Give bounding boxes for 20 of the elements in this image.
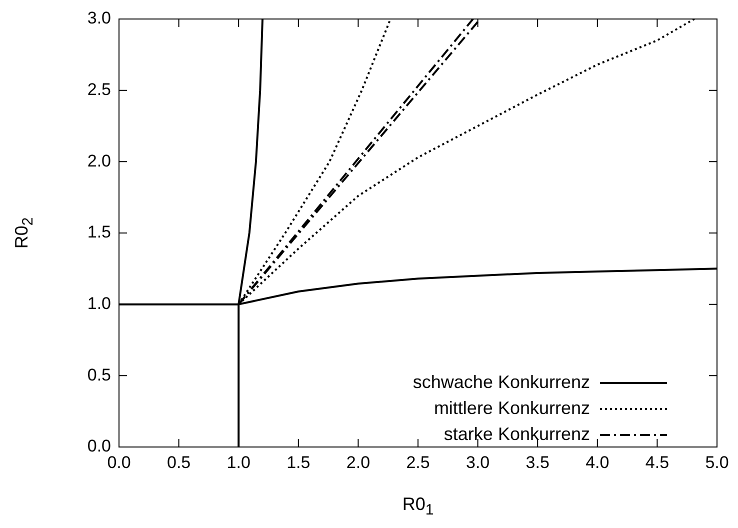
x-tick-label: 2.5 [406, 452, 430, 472]
x-tick-label: 3.0 [466, 452, 490, 472]
x-axis-title: R0$_{1}$ [402, 494, 434, 519]
legend-label: starke Konkurrenz [444, 424, 590, 444]
y-tick-label: 0.5 [87, 365, 111, 384]
x-tick-label: 4.5 [645, 452, 670, 472]
x-tick-label: 4.0 [586, 452, 610, 472]
y-tick-label: 1.0 [87, 294, 111, 314]
y-tick-label: 1.5 [87, 222, 111, 242]
x-tick-label: 0.5 [166, 452, 191, 472]
x-tick-label: 5.0 [705, 452, 729, 472]
legend-label: schwache Konkurrenz [412, 372, 590, 392]
x-tick-label: 2.0 [346, 452, 370, 472]
y-tick-label: 2.5 [87, 80, 111, 100]
x-tick-label: 3.5 [526, 452, 550, 472]
x-tick-label: 1.0 [226, 452, 250, 472]
legend-label: mittlere Konkurrenz [434, 398, 590, 418]
x-tick-label: 1.5 [286, 452, 310, 472]
y-tick-label: 2.0 [87, 151, 111, 170]
y-tick-label: 3.0 [87, 8, 111, 28]
